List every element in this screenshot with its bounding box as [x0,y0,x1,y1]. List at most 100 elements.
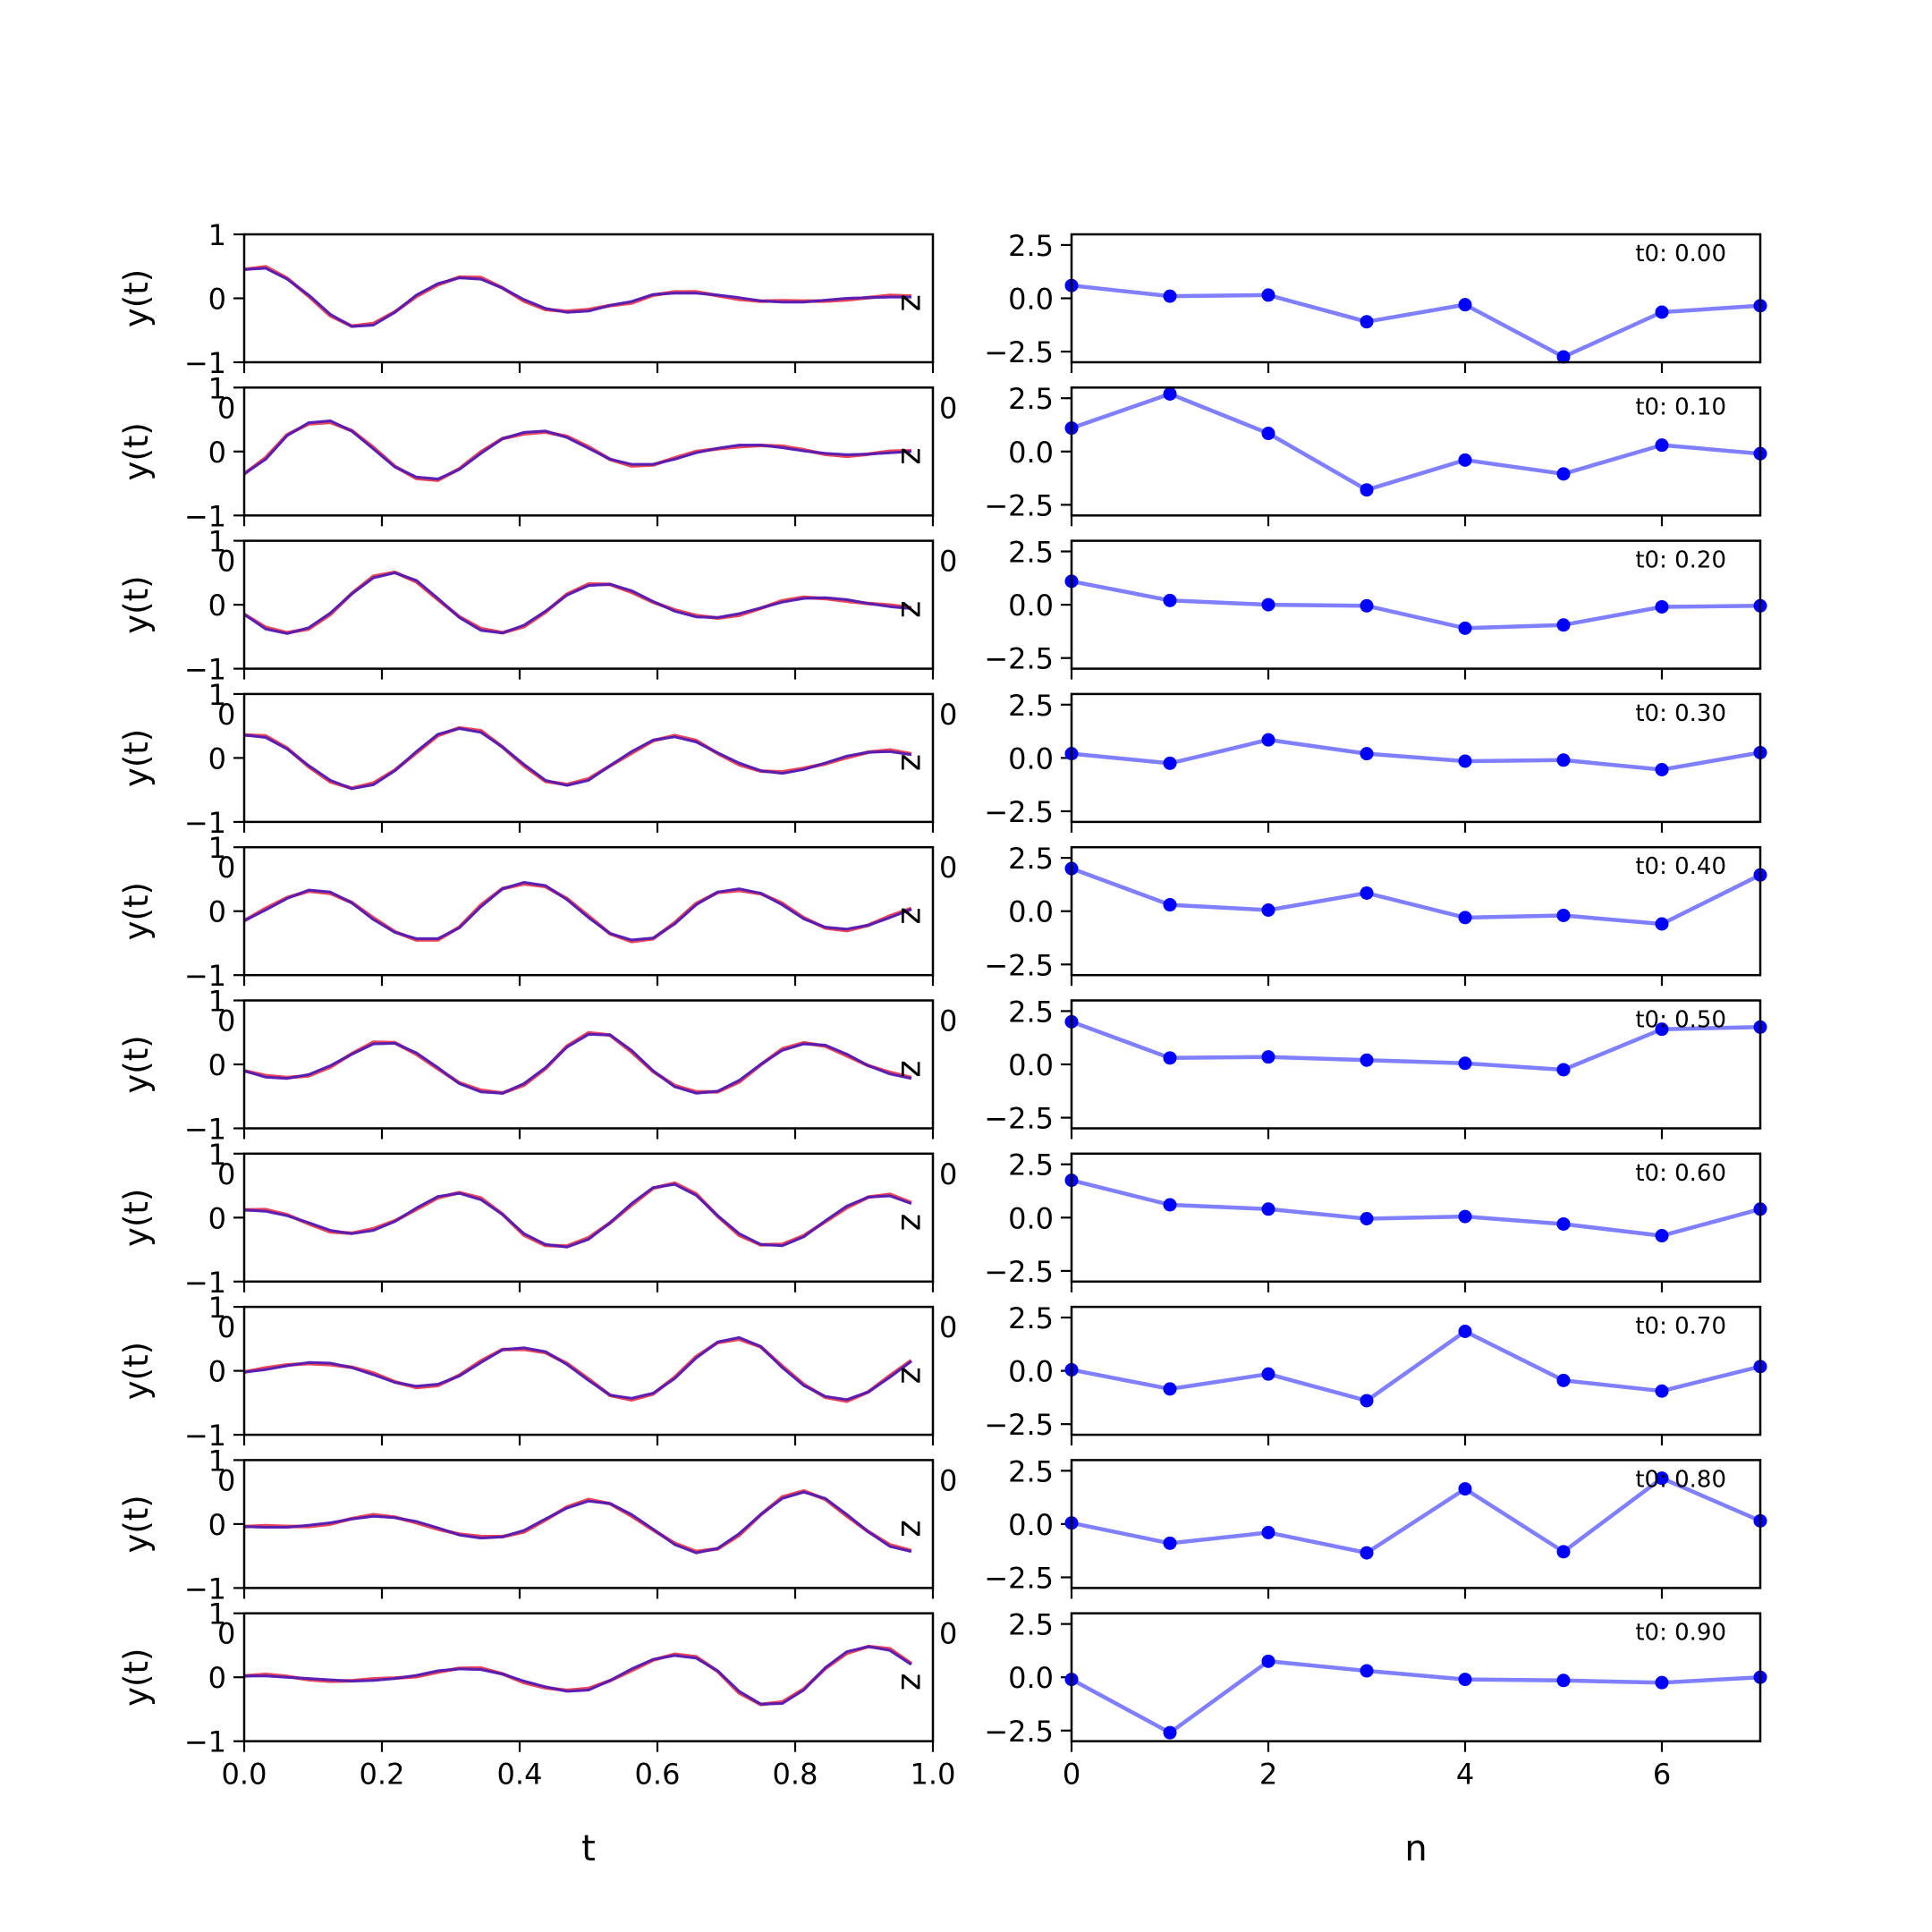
y-tick-label: 1 [208,371,226,405]
data-point [1458,1673,1472,1687]
data-point [1655,438,1669,453]
overlap-tick-label: 0 [217,1463,235,1497]
left-panel-frame [242,233,935,364]
y-axis-title: y(t) [117,1648,156,1707]
series-red-line [243,1644,913,1707]
y-tick-label: −2.5 [984,488,1054,522]
data-point [1458,453,1472,467]
y-tick-label: 1 [208,831,226,865]
data-point [1261,1050,1275,1064]
series-line [1071,1329,1761,1403]
side-label-z: z [894,1520,932,1537]
x-tick-label: 0.6 [635,1758,681,1792]
data-point [1458,1209,1472,1224]
y-tick-label: 0.0 [1008,741,1054,775]
series-red-line [243,1181,912,1249]
data-point [1556,1373,1571,1387]
y-tick-label: 2.5 [1008,1148,1054,1182]
overlap-tick-label: 0 [939,851,957,885]
data-point [1163,386,1177,401]
data-point [1360,1664,1374,1678]
t0-label: t0: 0.70 [1635,1313,1726,1340]
overlap-tick-label: 0 [939,1463,957,1497]
y-tick-label: 0 [208,283,226,317]
data-point [1360,1053,1374,1067]
right-panel-0: 2.5 0.0 −2.5 t0: 0.00 [984,229,1767,373]
data-point [1261,1202,1275,1216]
right-panel-5: 2.5 0.0 −2.5 0 t0: 0.50 [939,995,1767,1140]
data-point [1360,747,1374,761]
data-point [1163,1536,1177,1550]
y-tick-label: −2.5 [984,1408,1054,1442]
t0-label: t0: 0.40 [1635,853,1726,880]
y-axis-title: y(t) [117,1035,156,1093]
series-blend-line [243,1335,912,1402]
left-panel-frame [242,1152,935,1284]
left-panel-frame [242,1459,935,1589]
series-line [1071,283,1761,360]
data-point [1458,911,1472,925]
series-blend-line [243,881,912,942]
y-tick-label: −2.5 [984,1715,1054,1749]
series-blue-line [243,1182,912,1249]
x-tick-label: 0.0 [222,1758,267,1792]
series-blend-line [243,571,912,635]
y-tick-label: 1 [208,218,226,252]
x-tick-label: 0.4 [497,1758,543,1792]
y-axis-title: y(t) [117,729,156,787]
series-line [1071,392,1761,492]
x-tick-label: 0.8 [773,1758,818,1792]
left-panel-frame [242,692,935,824]
left-panel-0: −1 0 1 y(t) z [117,218,935,380]
data-point [1261,733,1275,747]
data-point [1655,1471,1669,1486]
y-tick-label: 2.5 [1008,536,1054,570]
y-tick-label: −1 [184,1572,226,1606]
data-point [1655,917,1669,931]
data-point [1458,1482,1472,1496]
side-label-z: z [894,907,932,924]
data-point [1261,1367,1275,1381]
y-tick-label: −2.5 [984,1255,1054,1289]
y-tick-label: 0.0 [1008,436,1054,470]
side-label-z: z [894,600,932,617]
y-axis-title: y(t) [117,269,156,327]
y-tick-label: 0 [208,1508,226,1542]
data-point [1655,305,1669,319]
y-tick-label: 1 [208,1444,226,1478]
side-label-z: z [894,754,932,771]
y-tick-label: 1 [208,525,226,559]
data-point [1458,298,1472,312]
data-point [1163,1725,1177,1740]
series-line [1070,1659,1761,1735]
right-panel-6: 2.5 0.0 −2.5 0 t0: 0.60 [939,1148,1767,1292]
right-panel-frame [1070,845,1762,977]
data-point [1655,1384,1669,1398]
right-panel-7: 2.5 0.0 −2.5 0 t0: 0.70 [939,1301,1767,1446]
data-point [1360,1211,1374,1225]
data-point [1556,1674,1571,1688]
overlap-tick-label: 0 [939,545,957,579]
data-point [1360,1546,1374,1560]
overlap-tick-label: 0 [217,1004,235,1038]
data-point [1261,1654,1275,1668]
side-label-z: z [894,1214,932,1231]
data-point [1556,618,1571,632]
left-panel-frame [242,386,935,517]
series-line [1071,737,1761,772]
side-label-z: z [894,1673,932,1690]
series-red-line [243,725,912,791]
right-panel-4: 2.5 0.0 −2.5 0 t0: 0.40 [939,842,1767,987]
data-point [1163,756,1177,770]
series-blue-line [243,267,911,328]
data-point [1556,1216,1571,1231]
data-point [1655,1229,1669,1243]
overlap-tick-label: 0 [939,1310,957,1344]
left-panel-frame [242,999,935,1130]
